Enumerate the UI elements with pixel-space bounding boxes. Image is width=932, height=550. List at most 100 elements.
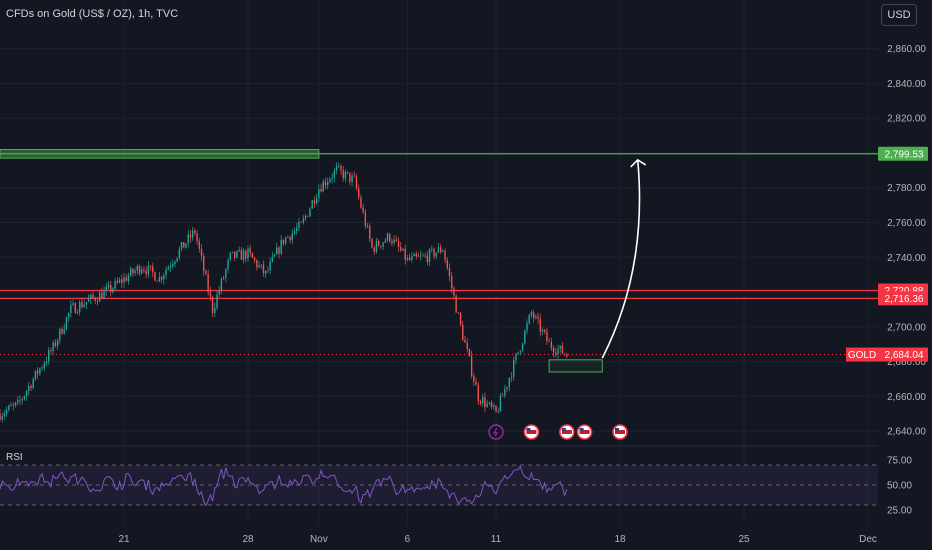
candle-body xyxy=(504,388,506,396)
candles xyxy=(0,162,568,423)
candle-body xyxy=(116,280,119,283)
us-flag-icon[interactable] xyxy=(523,424,540,440)
lightning-icon[interactable] xyxy=(488,424,504,440)
candle-body xyxy=(74,303,76,314)
us-flag-icon[interactable] xyxy=(612,424,628,440)
candle-body xyxy=(172,264,174,267)
candle-body xyxy=(470,356,473,376)
candle-body xyxy=(382,242,384,247)
projection-arrow[interactable] xyxy=(601,158,647,359)
rsi-pane xyxy=(0,464,878,507)
candle-body xyxy=(289,236,291,241)
candle-body xyxy=(81,302,83,308)
level-label[interactable]: 2,716.36 xyxy=(885,294,924,305)
candle-body xyxy=(45,361,48,364)
candle-body xyxy=(236,251,238,258)
candle-body xyxy=(320,188,322,192)
candle-body xyxy=(209,291,212,297)
candle-body xyxy=(528,314,530,324)
price-axis-bg xyxy=(878,0,932,550)
candle-body xyxy=(267,270,269,272)
candle-body xyxy=(411,256,413,260)
candle-body xyxy=(327,182,329,186)
grid xyxy=(0,0,878,525)
candle-body xyxy=(389,233,391,242)
candle-body xyxy=(499,395,502,412)
candle-body xyxy=(251,253,254,258)
candle-body xyxy=(384,240,386,243)
us-flag-icon-canton xyxy=(615,428,619,431)
candle-body xyxy=(395,239,398,242)
candle-body xyxy=(211,296,214,313)
candle-body xyxy=(28,385,30,392)
candle-body xyxy=(462,324,464,340)
horizontal-lines[interactable] xyxy=(0,153,878,356)
candle-body xyxy=(435,252,437,257)
price-tick-label: 2,700.00 xyxy=(887,322,926,333)
candle-body xyxy=(36,370,39,374)
chart-title: CFDs on Gold (US$ / OZ), 1h, TVC xyxy=(6,8,179,20)
candle-body xyxy=(559,345,561,349)
candle-body xyxy=(355,176,358,189)
candle-body xyxy=(107,284,110,288)
candle-body xyxy=(67,313,70,318)
level-label-bg[interactable] xyxy=(878,146,928,161)
candle-body xyxy=(464,339,466,343)
candle-body xyxy=(513,360,515,377)
candle-body xyxy=(56,340,59,346)
candle-body xyxy=(79,302,81,313)
candle-body xyxy=(229,252,231,260)
candle-body xyxy=(21,399,23,401)
candle-body xyxy=(510,376,513,378)
rsi-line xyxy=(0,465,568,507)
candle-body xyxy=(482,397,484,404)
level-label-bg[interactable] xyxy=(878,291,928,306)
candle-body xyxy=(147,265,150,275)
candle-body xyxy=(322,181,324,192)
candle-body xyxy=(262,264,265,274)
candle-body xyxy=(129,268,132,276)
candle-body xyxy=(426,255,429,262)
candle-body xyxy=(54,342,57,346)
candle-body xyxy=(486,403,488,408)
time-axis[interactable]: 21 28 Nov 6 11 18 25 Dec xyxy=(118,534,876,545)
rsi-label: RSI xyxy=(6,452,23,463)
candle-body xyxy=(324,181,327,186)
time-tick-label: Nov xyxy=(310,534,328,545)
currency-button[interactable]: USD xyxy=(881,4,917,26)
candle-body xyxy=(364,212,367,227)
rsi-tick-label: 50.00 xyxy=(887,481,912,492)
arrow-head[interactable] xyxy=(630,158,647,168)
candle-body xyxy=(420,255,422,257)
candle-body xyxy=(479,401,482,404)
candle-body xyxy=(402,248,404,251)
candle-body xyxy=(566,354,568,357)
candle-body xyxy=(413,253,415,257)
us-flag-icon[interactable] xyxy=(559,424,575,440)
price-axis[interactable]: 2,640.002,660.002,680.002,700.002,720.00… xyxy=(846,0,932,550)
candle-body xyxy=(10,405,12,407)
candle-body xyxy=(466,342,468,349)
candle-body xyxy=(273,254,276,257)
candle-body xyxy=(114,280,116,289)
level-label[interactable]: 2,799.53 xyxy=(885,149,924,160)
event-markers[interactable] xyxy=(488,424,628,440)
candle-body xyxy=(457,312,460,314)
candle-body xyxy=(377,240,380,246)
candle-body xyxy=(393,239,395,244)
candle-body xyxy=(76,312,79,314)
entry-zone[interactable] xyxy=(548,359,603,373)
us-flag-icon[interactable] xyxy=(576,424,593,440)
candle-body xyxy=(541,329,544,332)
candle-body xyxy=(141,269,143,274)
candle-body xyxy=(439,247,442,253)
candle-body xyxy=(550,341,553,348)
candle-body xyxy=(12,404,14,406)
candle-body xyxy=(302,218,305,223)
candle-body xyxy=(154,272,156,281)
candle-body xyxy=(333,170,336,178)
arrow-curve[interactable] xyxy=(601,159,641,359)
candle-body xyxy=(561,345,564,354)
candle-body xyxy=(180,242,183,250)
